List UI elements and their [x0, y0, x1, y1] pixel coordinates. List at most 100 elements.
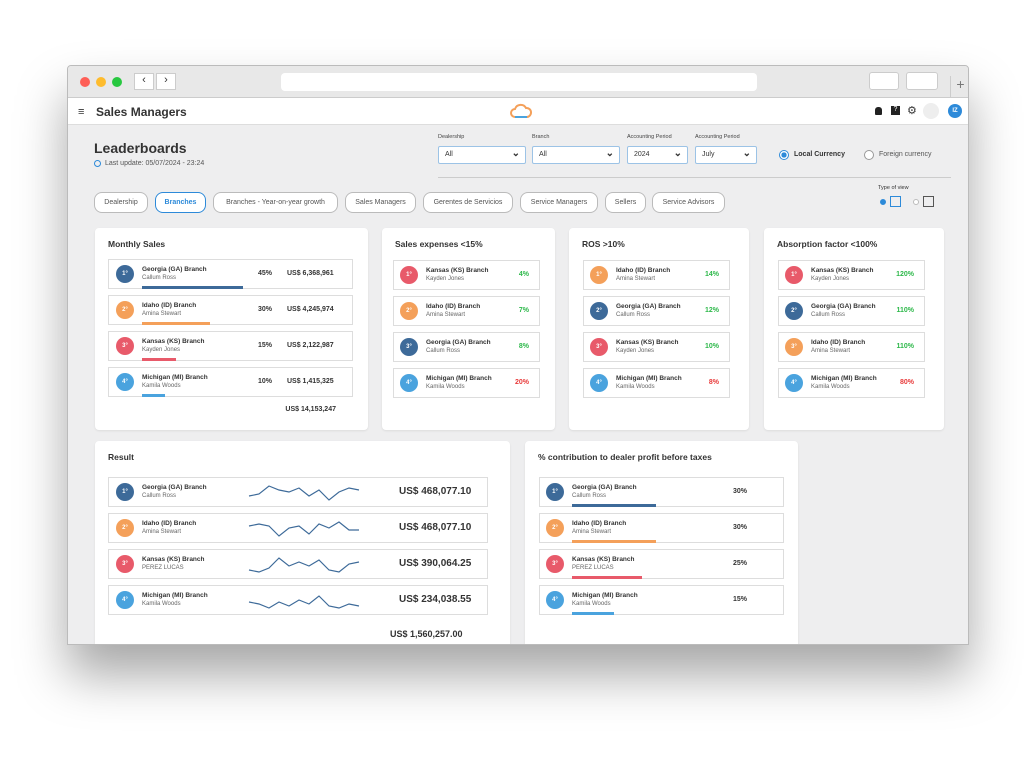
rank-badge: 4° — [546, 591, 564, 609]
browser-toolbar: ‹ › + — [68, 66, 968, 98]
filter-label: Dealership — [438, 134, 465, 140]
filter-label: Accounting Period — [695, 134, 740, 140]
avatar[interactable]: IZ — [948, 104, 962, 118]
manager-name: Callum Ross — [142, 275, 177, 281]
radio-label: Foreign currency — [879, 151, 932, 158]
settings-icon[interactable]: ⚙ — [907, 105, 917, 117]
trend-line — [248, 521, 359, 537]
total: US$ 1,560,257.00 — [390, 629, 463, 639]
share-label: 30% — [257, 306, 272, 313]
share-bar — [572, 576, 642, 579]
sparkline — [248, 485, 360, 501]
manager-name: Callum Ross — [616, 312, 651, 318]
menu-icon[interactable]: ≡ — [78, 106, 85, 118]
manager-name: Amina Stewart — [426, 312, 466, 318]
filter-select[interactable]: July ⌄ — [695, 146, 757, 164]
back-button[interactable]: ‹ — [134, 73, 154, 90]
filter-select[interactable]: All ⌄ — [532, 146, 620, 164]
select-value: 2024 — [634, 151, 650, 158]
rank-badge: 1° — [116, 265, 134, 283]
apps-icon[interactable] — [923, 103, 939, 119]
manager-name: Amina Stewart — [142, 311, 182, 317]
amount: US$ 390,064.25 — [399, 558, 472, 569]
card: Monthly Sales 1° Georgia (GA) Branch Callum… — [95, 228, 368, 430]
share-label: 30% — [733, 524, 748, 531]
sparkline — [248, 521, 359, 537]
branch-name: Georgia (GA) Branch — [572, 484, 637, 491]
rank-badge: 1° — [116, 483, 134, 501]
tab[interactable]: Gerentes de Servicios — [423, 192, 513, 213]
branch-name: Idaho (ID) Branch — [811, 339, 866, 346]
branch-name: Kansas (KS) Branch — [142, 556, 205, 563]
kpi-value: 8% — [708, 379, 719, 386]
rank-badge: 1° — [785, 266, 803, 284]
close-button[interactable] — [80, 77, 90, 87]
filter-select[interactable]: 2024 ⌄ — [627, 146, 688, 164]
radio[interactable] — [864, 150, 874, 160]
filter-label: Accounting Period — [627, 134, 672, 140]
rank-badge: 2° — [116, 519, 134, 537]
card: % contribution to dealer profit before t… — [525, 441, 798, 644]
filter-label: Branch — [532, 134, 550, 140]
branch-name: Michigan (MI) Branch — [142, 374, 208, 381]
share-bar — [142, 358, 176, 361]
sparkline — [248, 557, 360, 573]
manager-name: Amina Stewart — [811, 348, 851, 354]
branch-name: Georgia (GA) Branch — [142, 266, 207, 273]
tab[interactable]: Branches — [155, 192, 206, 213]
manager-name: Kayden Jones — [616, 348, 655, 354]
select-value: All — [539, 151, 547, 158]
rank-badge: 2° — [590, 302, 608, 320]
manager-name: Kayden Jones — [811, 276, 850, 282]
card-title: Sales expenses <15% — [395, 239, 483, 249]
view-radio[interactable] — [913, 199, 919, 205]
table-view-icon[interactable] — [923, 196, 934, 207]
help-icon[interactable]: ? — [891, 106, 900, 115]
rank-badge: 2° — [116, 301, 134, 319]
ranking-row: 4° Michigan (MI) Branch Kamila Woods 20% — [393, 368, 540, 398]
branch-name: Michigan (MI) Branch — [811, 375, 877, 382]
card-view-icon[interactable] — [890, 196, 901, 207]
branch-name: Georgia (GA) Branch — [426, 339, 491, 346]
rank-badge: 1° — [590, 266, 608, 284]
share-label: 10% — [257, 378, 272, 385]
rank-badge: 4° — [785, 374, 803, 392]
ranking-row: 2° Georgia (GA) Branch Callum Ross 12% — [583, 296, 730, 326]
amount: US$ 1,415,325 — [287, 378, 334, 385]
kpi-value: 4% — [518, 271, 529, 278]
tab[interactable]: Sellers — [605, 192, 646, 213]
tab[interactable]: Dealership — [94, 192, 148, 213]
tab[interactable]: Branches - Year-on-year growth — [213, 192, 338, 213]
tab[interactable]: Service Advisors — [652, 192, 725, 213]
view-radio[interactable] — [880, 199, 886, 205]
kpi-value: 12% — [704, 307, 719, 314]
address-bar[interactable] — [281, 73, 757, 91]
tabs-button[interactable] — [906, 72, 938, 90]
manager-name: Kamila Woods — [616, 384, 655, 390]
notifications-icon[interactable] — [875, 107, 882, 115]
share-button[interactable] — [869, 72, 899, 90]
forward-button[interactable]: › — [156, 73, 176, 90]
page-title: Leaderboards — [94, 140, 187, 156]
tab[interactable]: Sales Managers — [345, 192, 416, 213]
share-bar — [142, 394, 165, 397]
branch-name: Kansas (KS) Branch — [426, 267, 489, 274]
filter-select[interactable]: All ⌄ — [438, 146, 526, 164]
radio[interactable] — [779, 150, 789, 160]
branch-name: Idaho (ID) Branch — [616, 267, 671, 274]
chevron: ⌄ — [511, 148, 520, 159]
manager-name: Kamila Woods — [142, 601, 181, 607]
logo — [510, 103, 532, 118]
minimize-button[interactable] — [96, 77, 106, 87]
zoom-button[interactable] — [112, 77, 122, 87]
manager-name: Kamila Woods — [572, 601, 611, 607]
sparkline — [248, 595, 360, 609]
amount: US$ 2,122,987 — [287, 342, 334, 349]
branch-name: Michigan (MI) Branch — [572, 592, 638, 599]
tab[interactable]: Service Managers — [520, 192, 598, 213]
share-label: 25% — [733, 560, 748, 567]
chevron: ⌄ — [605, 148, 614, 159]
rank-badge: 3° — [116, 337, 134, 355]
manager-name: Callum Ross — [572, 493, 607, 499]
new-tab-button[interactable]: + — [950, 76, 968, 98]
